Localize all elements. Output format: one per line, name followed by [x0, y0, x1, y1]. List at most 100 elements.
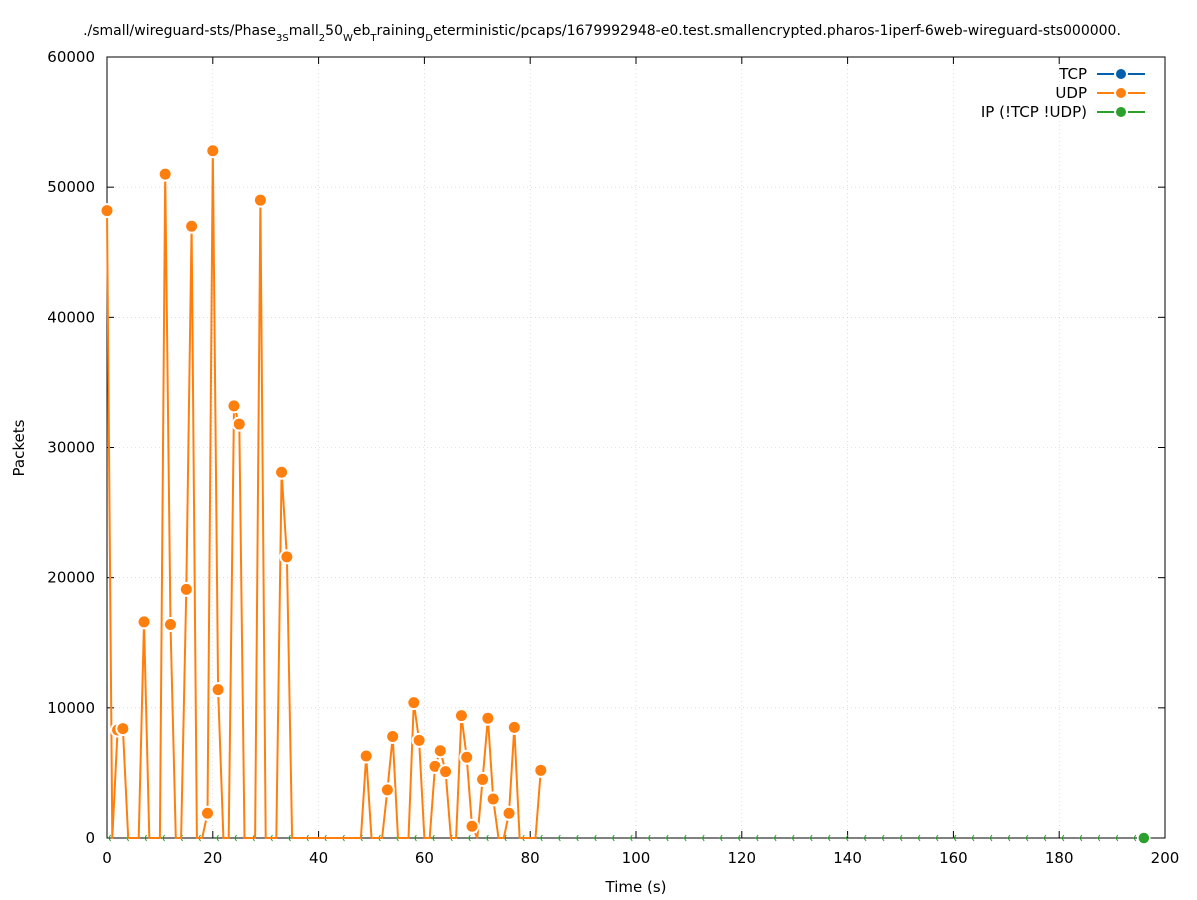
x-tick-label: 20 — [203, 849, 222, 867]
ip-point — [1137, 831, 1151, 845]
udp-point — [115, 721, 131, 737]
udp-point — [475, 771, 491, 787]
udp-point — [432, 743, 448, 759]
title-part: T — [369, 33, 377, 44]
ip-series-baseline-mark — [683, 834, 687, 842]
legend-marker — [1114, 86, 1128, 100]
udp-point — [533, 762, 549, 778]
udp-point — [157, 166, 173, 182]
x-axis-label: Time (s) — [605, 878, 667, 896]
ip-series-baseline-mark — [827, 834, 831, 842]
udp-point — [205, 143, 221, 159]
ip-series-baseline-mark — [935, 834, 939, 842]
udp-point — [252, 192, 268, 208]
udp-point — [279, 549, 295, 565]
ip-series-baseline-mark — [413, 834, 417, 842]
legend-marker — [1114, 67, 1128, 81]
udp-point — [506, 719, 522, 735]
title-part: ./small/wireguard-sts/Phase — [83, 23, 276, 39]
udp-point — [136, 614, 152, 630]
y-axis-label: Packets — [10, 419, 28, 476]
ip-series-baseline-mark — [1007, 834, 1011, 842]
ip-series-baseline-mark — [719, 834, 723, 842]
ip-series-baseline-mark — [1097, 834, 1101, 842]
udp-point — [379, 782, 395, 798]
y-tick-label: 50000 — [47, 178, 95, 196]
ip-series-baseline-mark — [485, 834, 489, 842]
legend-label: TCP — [1058, 65, 1087, 83]
ip-series-baseline-mark — [1115, 834, 1119, 842]
title-part: mall — [289, 23, 319, 39]
title-part: eterministic/pcaps/1679992948-e0.test.sm… — [433, 23, 1121, 39]
ip-series-baseline-mark — [665, 834, 669, 842]
ip-series-baseline-mark — [773, 834, 777, 842]
title-part: S — [282, 33, 288, 44]
ip-series-baseline-mark — [467, 834, 471, 842]
x-tick-label: 200 — [1151, 849, 1180, 867]
udp-point — [99, 203, 115, 219]
x-tick-label: 0 — [102, 849, 112, 867]
x-tick-label: 180 — [1045, 849, 1074, 867]
title-part: raining — [376, 23, 425, 39]
ip-series-baseline-mark — [881, 834, 885, 842]
y-tick-labels: 0 10000 20000 30000 40000 50000 60000 — [47, 48, 95, 847]
ip-series-baseline-mark — [971, 834, 975, 842]
ip-series-baseline-mark — [557, 834, 561, 842]
ip-series-baseline-mark — [899, 834, 903, 842]
udp-point — [453, 708, 469, 724]
ip-series-baseline-mark — [917, 834, 921, 842]
udp-point — [226, 398, 242, 414]
udp-point — [459, 749, 475, 765]
ip-series-baseline-mark — [791, 834, 795, 842]
y-tick-label: 10000 — [47, 699, 95, 717]
ip-series-baseline-mark — [539, 834, 543, 842]
y-tick-label: 60000 — [47, 48, 95, 66]
udp-point — [406, 695, 422, 711]
udp-point — [162, 617, 178, 633]
udp-point — [210, 682, 226, 698]
udp-point — [438, 764, 454, 780]
x-tick-label: 40 — [309, 849, 328, 867]
ip-series-baseline-mark — [845, 834, 849, 842]
ip-series-baseline-mark — [629, 834, 633, 842]
ip-series-baseline-mark — [611, 834, 615, 842]
ip-series-baseline-mark — [233, 834, 237, 842]
chart-title: ./small/wireguard-sts/Phase3Small250WebT… — [83, 23, 1121, 44]
udp-point — [480, 710, 496, 726]
grid-lines — [107, 57, 1165, 838]
udp-point — [231, 416, 247, 432]
udp-point — [358, 748, 374, 764]
x-tick-label: 100 — [622, 849, 651, 867]
x-tick-label: 80 — [521, 849, 540, 867]
y-tick-label: 30000 — [47, 439, 95, 457]
legend-marker — [1114, 105, 1128, 119]
ip-series-baseline-mark — [108, 834, 112, 842]
x-tick-label: 60 — [415, 849, 434, 867]
udp-point — [385, 728, 401, 744]
x-tick-label: 160 — [939, 849, 968, 867]
title-part: D — [425, 33, 433, 44]
ip-series-baseline-mark — [144, 834, 148, 842]
ip-series-baseline-mark — [953, 834, 957, 842]
title-part: eb — [353, 23, 371, 39]
title-part: W — [343, 33, 353, 44]
y-tick-label: 20000 — [47, 569, 95, 587]
udp-point — [274, 464, 290, 480]
title-part: 3 — [276, 33, 282, 44]
ip-series-baseline-mark — [647, 834, 651, 842]
udp-point — [411, 732, 427, 748]
ip-series-baseline-mark — [809, 834, 813, 842]
title-part: 2 — [319, 33, 325, 44]
ip-series-baseline-mark — [431, 834, 435, 842]
series-lines — [106, 149, 1137, 842]
title-part: 50 — [325, 23, 343, 39]
ip-series-baseline-mark — [215, 834, 219, 842]
ip-series-baseline-mark — [593, 834, 597, 842]
ip-series-baseline-mark — [863, 834, 867, 842]
ip-series-baseline-mark — [1133, 834, 1137, 842]
udp-series-line — [106, 149, 542, 839]
udp-point — [485, 791, 501, 807]
ip-series-baseline-mark — [287, 834, 291, 842]
ip-series-baseline-mark — [1079, 834, 1083, 842]
